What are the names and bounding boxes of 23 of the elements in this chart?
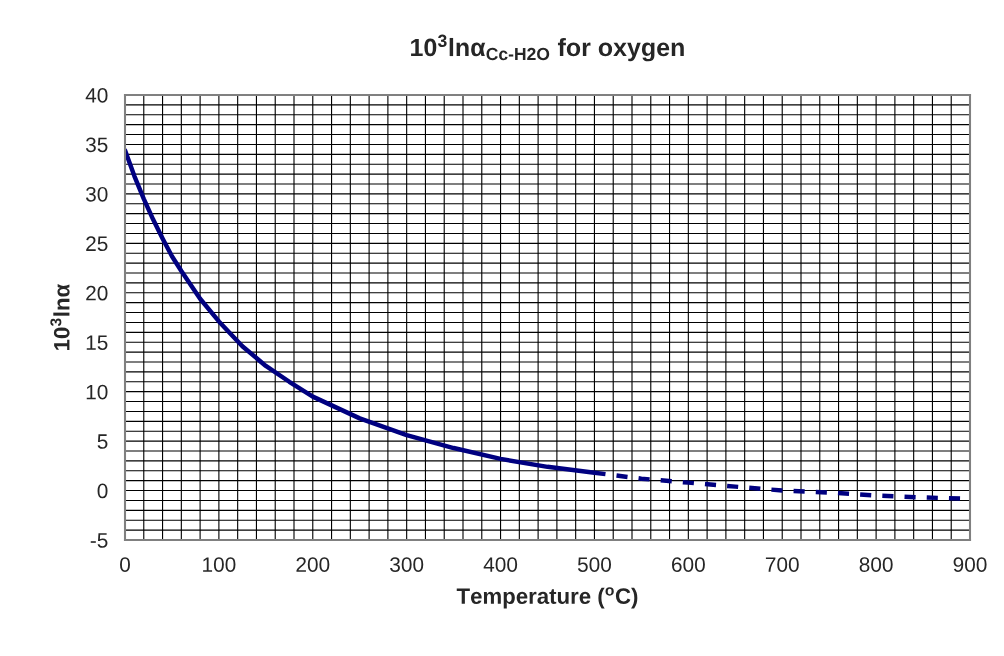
chart-title: 10$^{3}$lnα$_{Cc-H2O}$ for oxygen — [411, 34, 684, 62]
x-axis-title: Temperature ($^{o}$C) — [456, 587, 638, 609]
y-tick-label: 10 — [86, 384, 108, 400]
y-axis-title: 10$^{3}$lnα — [50, 284, 70, 350]
x-tick-label: 400 — [483, 557, 518, 572]
y-tick-label: 15 — [86, 335, 108, 350]
x-tick-label: 800 — [859, 557, 893, 572]
y-tick-label: 35 — [85, 137, 108, 153]
y-tick-label: 5 — [97, 434, 108, 449]
y-tick-label: 20 — [86, 285, 108, 301]
x-tick-label: 600 — [672, 557, 705, 572]
y-tick-label: 0 — [97, 483, 108, 499]
x-tick-label: 300 — [390, 557, 424, 572]
y-tick-label: 30 — [85, 186, 108, 202]
x-tick-label: 500 — [577, 557, 612, 572]
x-tick-label: 900 — [953, 557, 987, 572]
x-tick-label: 700 — [765, 557, 799, 572]
x-tick-label: 100 — [203, 557, 236, 572]
y-tick-label: 40 — [85, 88, 108, 103]
y-tick-label: -5 — [90, 533, 108, 548]
x-tick-label: 0 — [120, 557, 130, 572]
x-tick-label: 200 — [296, 557, 330, 572]
y-tick-label: 25 — [86, 236, 108, 252]
